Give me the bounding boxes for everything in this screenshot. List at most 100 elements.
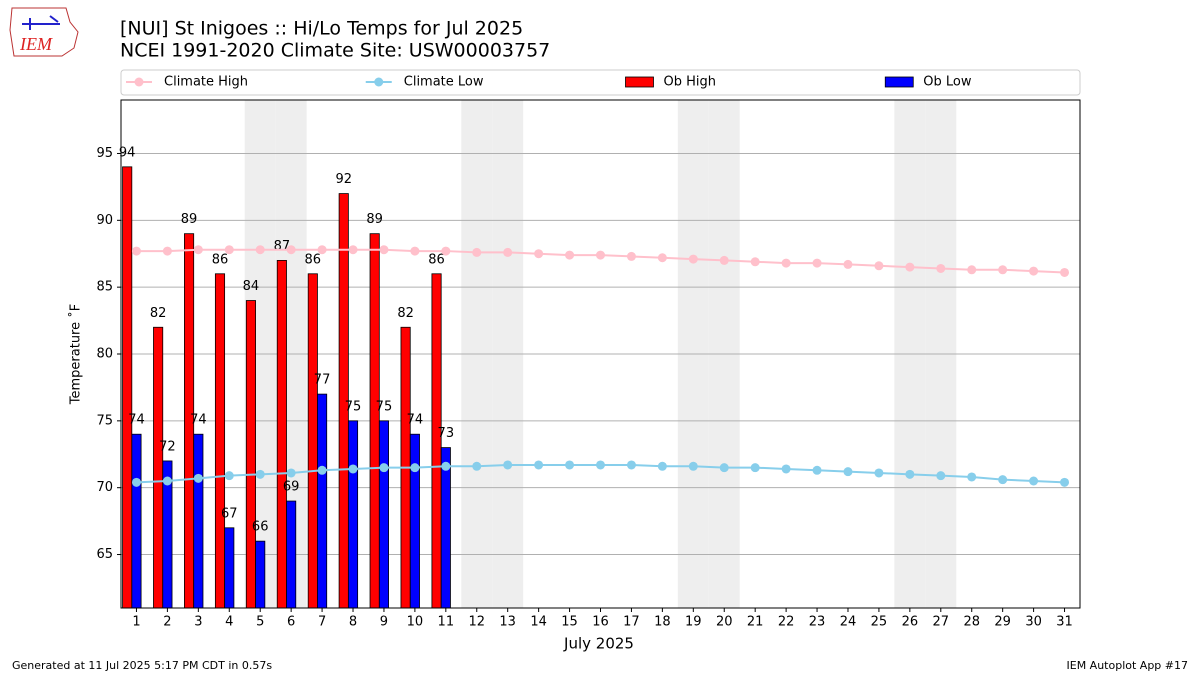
x-tick-label: 6 [287,615,295,630]
x-tick-label: 4 [225,615,233,630]
legend-label: Climate Low [404,75,484,90]
x-tick-label: 26 [902,615,919,630]
x-tick-label: 7 [318,615,326,630]
x-tick-label: 12 [468,615,485,630]
bar-value-label: 75 [376,399,393,414]
x-tick-label: 29 [994,615,1011,630]
bar [317,393,328,609]
climate-point [967,472,977,482]
x-tick-label: 8 [349,615,357,630]
climate-point [1060,477,1070,487]
climate-point [657,461,667,471]
x-tick-label: 21 [747,615,764,630]
bar-value-label: 75 [345,399,362,414]
climate-point [812,258,822,268]
bar [224,527,235,609]
x-tick-label: 19 [685,615,702,630]
climate-point [967,265,977,275]
x-tick-label: 5 [256,615,264,630]
climate-point [224,245,234,255]
x-tick-label: 2 [163,615,171,630]
climate-point [193,245,203,255]
climate-point [162,246,172,256]
climate-point [441,461,451,471]
bar [440,447,451,609]
y-tick-label: 75 [96,413,113,428]
bar [276,260,287,609]
legend-swatch-marker [374,77,384,87]
bar-value-label: 86 [305,252,322,267]
legend-label: Ob High [664,75,717,90]
x-tick-label: 20 [716,615,733,630]
climate-point [534,460,544,470]
bar-value-label: 69 [283,480,300,495]
x-tick-label: 18 [654,615,671,630]
y-tick-label: 65 [96,547,113,562]
climate-point [224,471,234,481]
bar-value-label: 94 [119,145,136,160]
x-tick-label: 17 [623,615,640,630]
chart-subtitle: NCEI 1991-2020 Climate Site: USW00003757 [120,40,550,62]
bar-value-label: 89 [366,212,383,227]
climate-point [750,463,760,473]
climate-point [905,469,915,479]
bar-value-label: 82 [150,306,167,321]
climate-point [843,467,853,477]
legend-label: Ob Low [923,75,972,90]
climate-point [503,247,513,257]
x-axis-label: July 2025 [563,635,634,653]
bar-value-label: 77 [314,373,331,388]
climate-point [596,250,605,260]
climate-point [1029,266,1039,276]
climate-point [998,265,1008,275]
climate-point [286,245,296,255]
climate-point [131,477,141,487]
climate-point [812,465,822,475]
legend-frame [120,69,1081,96]
bar [153,326,164,609]
x-tick-label: 15 [561,615,578,630]
x-tick-label: 9 [380,615,388,630]
y-tick-label: 95 [96,146,113,161]
climate-point [565,460,575,470]
bar-value-label: 74 [190,413,207,428]
climate-point [410,463,420,473]
climate-point [936,263,946,273]
climate-point [379,463,389,473]
chart-title: [NUI] St Inigoes :: Hi/Lo Temps for Jul … [120,18,523,40]
x-tick-label: 13 [499,615,516,630]
bar-value-label: 89 [181,212,198,227]
bar [214,273,226,609]
footer-left: Generated at 11 Jul 2025 5:17 PM CDT in … [12,659,272,672]
bar [378,420,389,609]
climate-point [688,461,698,471]
legend: Climate High Climate Low Ob High Ob Low [120,69,1081,96]
bar [347,420,359,609]
x-tick-label: 10 [407,615,424,630]
x-tick-label: 11 [438,615,455,630]
legend-swatch [625,76,654,88]
climate-point [348,245,358,255]
bar-value-label: 73 [438,426,455,441]
legend-label: Climate High [164,75,248,90]
bar [286,500,297,609]
bar-value-label: 72 [159,439,176,454]
x-tick-label: 23 [809,615,826,630]
climate-point [255,469,265,479]
climate-point [503,460,513,470]
x-tick-label: 3 [194,615,202,630]
x-tick-label: 30 [1025,615,1042,630]
climate-point [565,250,575,260]
y-tick-label: 90 [96,213,113,228]
climate-point [317,245,327,255]
logo: IEM [9,7,79,57]
bar [369,233,380,609]
climate-point [441,246,451,256]
bar-value-label: 86 [428,252,445,267]
logo-text: IEM [19,34,53,54]
x-tick-label: 22 [778,615,795,630]
bar-value-label: 84 [243,279,260,294]
bar [255,540,266,609]
